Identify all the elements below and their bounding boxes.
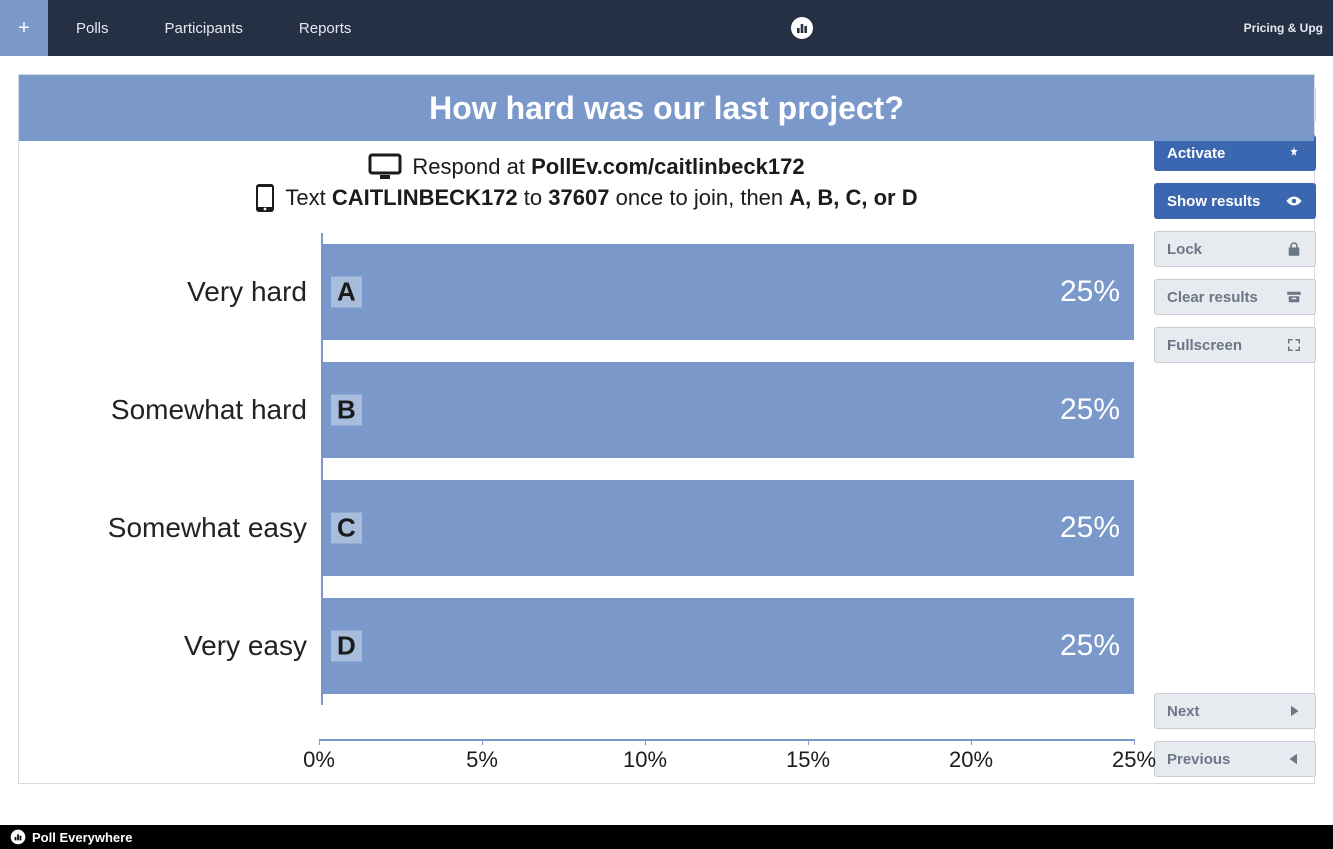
response-instructions: Respond at PollEv.com/caitlinbeck172 Tex… — [19, 141, 1314, 223]
monitor-icon — [368, 153, 402, 181]
chart-bar: B 25% — [321, 362, 1134, 458]
top-navbar: + Polls Participants Reports Pricing & U… — [0, 0, 1333, 56]
chart-row-label: Very easy — [39, 631, 319, 660]
results-chart: Very hardA25%Somewhat hardB25%Somewhat e… — [39, 233, 1134, 773]
x-axis-ticks: 0%5%10%15%20%25% — [319, 741, 1134, 773]
chart-option-key: A — [331, 277, 362, 308]
chart-row: Very easy D 25% — [39, 587, 1134, 705]
x-tick-label: 0% — [303, 747, 335, 773]
poll-title: How hard was our last project? — [429, 90, 904, 127]
lock-label: Lock — [1167, 241, 1202, 258]
poll-stage: Visual settings Activate Show results Lo… — [18, 74, 1315, 784]
fullscreen-label: Fullscreen — [1167, 337, 1242, 354]
nav-participants[interactable]: Participants — [137, 0, 271, 56]
footer-logo-icon — [10, 829, 26, 845]
expand-icon — [1285, 336, 1303, 354]
chart-bar: A 25% — [321, 244, 1134, 340]
lock-icon — [1285, 240, 1303, 258]
footer-brand: Poll Everywhere — [32, 830, 132, 845]
nav-controls: Next Previous — [1154, 693, 1316, 777]
archive-icon — [1285, 288, 1303, 306]
chart-option-key: B — [331, 395, 362, 426]
clear-results-button[interactable]: Clear results — [1154, 279, 1316, 315]
respond-url: PollEv.com/caitlinbeck172 — [531, 154, 805, 179]
next-button[interactable]: Next — [1154, 693, 1316, 729]
nav-reports[interactable]: Reports — [271, 0, 380, 56]
show-results-label: Show results — [1167, 193, 1260, 210]
show-results-button[interactable]: Show results — [1154, 183, 1316, 219]
text-suffix1: once to join, then — [616, 185, 784, 210]
chart-bar-track: A 25% — [319, 244, 1134, 340]
chart-row-label: Very hard — [39, 277, 319, 306]
chart-row: Somewhat hard B 25% — [39, 351, 1134, 469]
chart-row-label: Somewhat hard — [39, 395, 319, 424]
previous-label: Previous — [1167, 751, 1230, 768]
previous-button[interactable]: Previous — [1154, 741, 1316, 777]
x-tick-label: 25% — [1112, 747, 1156, 773]
chart-bar: C 25% — [321, 480, 1134, 576]
chart-bar-track: D 25% — [319, 598, 1134, 694]
nav-polls[interactable]: Polls — [48, 0, 137, 56]
chart-bar-track: B 25% — [319, 362, 1134, 458]
lock-button[interactable]: Lock — [1154, 231, 1316, 267]
chart-bar-value: 25% — [1060, 275, 1120, 309]
activate-label: Activate — [1167, 145, 1225, 162]
next-label: Next — [1167, 703, 1200, 720]
chart-bar-track: C 25% — [319, 480, 1134, 576]
poll-title-bar: How hard was our last project? — [19, 75, 1314, 141]
text-options: A, B, C, or D — [789, 185, 917, 210]
chart-row: Very hard A 25% — [39, 233, 1134, 351]
phone-icon — [255, 183, 275, 213]
chevron-left-icon — [1285, 750, 1303, 768]
x-tick-label: 10% — [623, 747, 667, 773]
chart-bar-value: 25% — [1060, 393, 1120, 427]
text-number: 37607 — [548, 185, 609, 210]
chart-option-key: C — [331, 513, 362, 544]
footer-bar: Poll Everywhere — [0, 825, 1333, 849]
chart-bar-value: 25% — [1060, 629, 1120, 663]
chart-row-label: Somewhat easy — [39, 513, 319, 542]
chart-row: Somewhat easy C 25% — [39, 469, 1134, 587]
x-tick-label: 20% — [949, 747, 993, 773]
create-poll-button[interactable]: + — [0, 0, 48, 56]
chart-bar-value: 25% — [1060, 511, 1120, 545]
respond-prefix: Respond at — [412, 154, 525, 179]
text-prefix: Text — [285, 185, 325, 210]
broadcast-icon — [1285, 144, 1303, 162]
chart-option-key: D — [331, 631, 362, 662]
chevron-right-icon — [1285, 702, 1303, 720]
eye-icon — [1285, 192, 1303, 210]
fullscreen-button[interactable]: Fullscreen — [1154, 327, 1316, 363]
nav-pricing[interactable]: Pricing & Upg — [1224, 0, 1333, 56]
x-tick-label: 15% — [786, 747, 830, 773]
brand-logo-icon[interactable] — [770, 0, 834, 56]
clear-results-label: Clear results — [1167, 289, 1258, 306]
chart-bar: D 25% — [321, 598, 1134, 694]
text-mid: to — [524, 185, 542, 210]
text-code: CAITLINBECK172 — [332, 185, 518, 210]
x-tick-label: 5% — [466, 747, 498, 773]
